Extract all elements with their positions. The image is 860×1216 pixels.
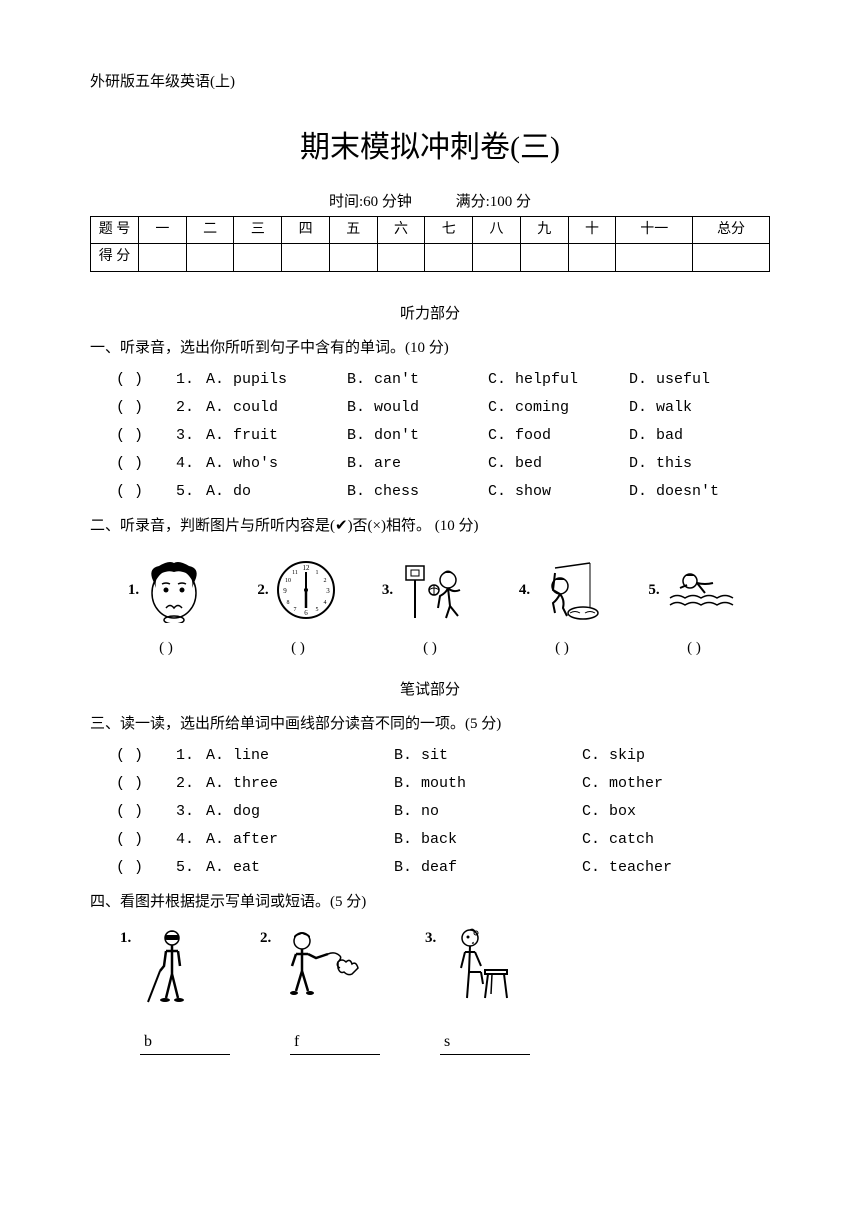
time-label: 时间:60 分钟 bbox=[329, 194, 412, 210]
fishing-icon bbox=[535, 558, 605, 623]
option-row: ( )3.A. dogB. noC. box bbox=[90, 800, 770, 824]
q4-images: 1. 2. 3. bbox=[120, 926, 770, 1014]
option-row: ( )5.A. doB. chessC. showD. doesn't bbox=[90, 480, 770, 504]
table-row: 题 号 一 二 三 四 五 六 七 八 九 十 十一 总分 bbox=[91, 217, 770, 244]
svg-text:12: 12 bbox=[302, 564, 310, 572]
svg-text:2: 2 bbox=[323, 578, 326, 584]
svg-text:7: 7 bbox=[293, 607, 296, 613]
svg-text:5: 5 bbox=[315, 607, 318, 613]
q2-images: 1. 2. 123691245781011 3. 4. 5. bbox=[90, 553, 770, 628]
svg-text:1: 1 bbox=[315, 570, 318, 576]
meta-line: 时间:60 分钟 满分:100 分 bbox=[90, 190, 770, 214]
option-row: ( )4.A. who'sB. areC. bedD. this bbox=[90, 452, 770, 476]
face-icon bbox=[144, 558, 204, 623]
q3-options: ( )1.A. lineB. sitC. skip ( )2.A. three … bbox=[90, 744, 770, 880]
score-label: 满分:100 分 bbox=[456, 194, 531, 210]
option-row: ( )2.A. couldB. wouldC. comingD. walk bbox=[90, 396, 770, 420]
q2-parens: ( ) ( ) ( ) ( ) ( ) bbox=[90, 636, 770, 660]
svg-text:6: 6 bbox=[304, 609, 308, 617]
blank-input[interactable]: s bbox=[440, 1029, 530, 1056]
basketball-icon bbox=[398, 558, 478, 623]
option-row: ( )1.A. lineB. sitC. skip bbox=[90, 744, 770, 768]
row-label: 题 号 bbox=[91, 217, 139, 244]
table-row: 得 分 bbox=[91, 244, 770, 271]
blind-person-icon bbox=[140, 926, 200, 1006]
header-label: 外研版五年级英语(上) bbox=[90, 70, 770, 94]
option-row: ( )5.A. eatB. deafC. teacher bbox=[90, 856, 770, 880]
svg-text:10: 10 bbox=[285, 578, 291, 584]
blank-input[interactable]: b bbox=[140, 1029, 230, 1056]
listening-section-title: 听力部分 bbox=[90, 302, 770, 326]
option-row: ( )3.A. fruitB. don'tC. foodD. bad bbox=[90, 424, 770, 448]
q3-title: 三、读一读，选出所给单词中画线部分读音不同的一项。(5 分) bbox=[90, 712, 770, 736]
firefighter-icon bbox=[280, 926, 365, 1001]
q1-options: ( )1.A. pupilsB. can'tC. helpfulD. usefu… bbox=[90, 368, 770, 504]
svg-text:11: 11 bbox=[292, 570, 298, 576]
written-section-title: 笔试部分 bbox=[90, 678, 770, 702]
score-table: 题 号 一 二 三 四 五 六 七 八 九 十 十一 总分 得 分 bbox=[90, 216, 770, 272]
svg-text:9: 9 bbox=[283, 587, 287, 595]
q4-title: 四、看图并根据提示写单词或短语。(5 分) bbox=[90, 890, 770, 914]
q1-title: 一、听录音，选出你所听到句子中含有的单词。(10 分) bbox=[90, 336, 770, 360]
q4-blanks: b f s bbox=[140, 1029, 770, 1056]
blank-input[interactable]: f bbox=[290, 1029, 380, 1056]
svg-text:4: 4 bbox=[323, 600, 326, 606]
row-label: 得 分 bbox=[91, 244, 139, 271]
q2-title: 二、听录音，判断图片与所听内容是(✔)否(×)相符。 (10 分) bbox=[90, 514, 770, 538]
option-row: ( )4.A. afterB. backC. catch bbox=[90, 828, 770, 852]
svg-text:3: 3 bbox=[326, 587, 330, 595]
option-row: ( )1.A. pupilsB. can'tC. helpfulD. usefu… bbox=[90, 368, 770, 392]
page-title: 期末模拟冲刺卷(三) bbox=[90, 124, 770, 172]
svg-text:8: 8 bbox=[286, 600, 289, 606]
sit-down-icon bbox=[445, 926, 520, 1004]
swimming-icon bbox=[665, 563, 740, 618]
option-row: ( )2.A. three B. mouth C. mother bbox=[90, 772, 770, 796]
clock-icon: 123691245781011 bbox=[274, 558, 339, 623]
